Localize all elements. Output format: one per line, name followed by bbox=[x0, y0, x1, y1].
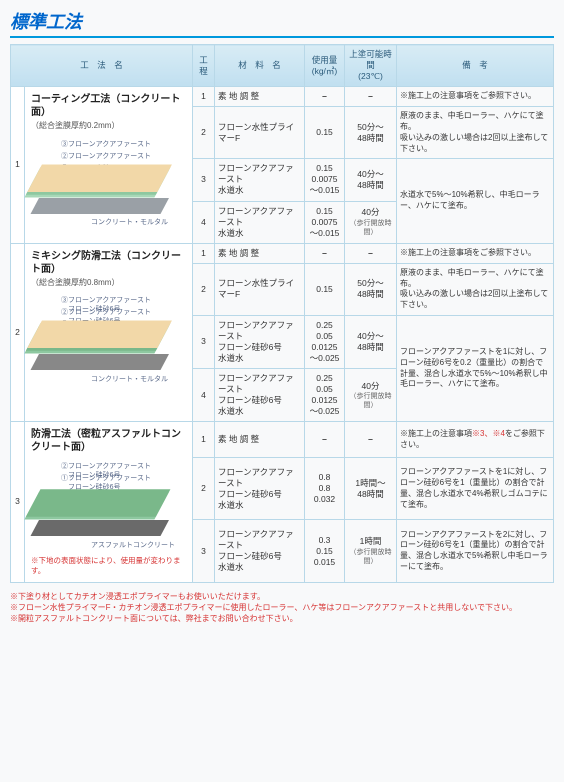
usage-cell: – bbox=[305, 243, 345, 263]
usage-cell: 0.3 0.15 0.015 bbox=[305, 520, 345, 582]
usage-cell: 0.25 0.05 0.0125 ～0.025 bbox=[305, 369, 345, 422]
step-cell: 1 bbox=[193, 87, 215, 107]
usage-cell: – bbox=[305, 422, 345, 458]
time-cell: – bbox=[345, 87, 397, 107]
step-cell: 4 bbox=[193, 201, 215, 243]
remark-cell: フローンアクアファーストを2に対し、フローン硅砂6号を1（重量比）の割合で計量、… bbox=[397, 520, 554, 582]
step-cell: 1 bbox=[193, 422, 215, 458]
time-cell: 1時間～ 48時間 bbox=[345, 458, 397, 520]
time-cell: 40分（歩行開放時間） bbox=[345, 201, 397, 243]
footnotes: ※下塗り材としてカチオン浸透エポプライマーもお使いいただけます。※フローン水性プ… bbox=[10, 591, 554, 625]
table-row: 2ミキシング防滑工法（コンクリート面）（総合塗膜厚約0.8mm）③フローンアクア… bbox=[11, 243, 554, 263]
remark-cell: フローンアクアファーストを1に対し、フローン硅砂6号を1（重量比）の割合で計量、… bbox=[397, 458, 554, 520]
remark-cell: フローンアクアファーストを1に対し、フローン硅砂6号を0.2（重量比）の割合で計… bbox=[397, 315, 554, 421]
remark-cell: 原液のまま、中毛ローラー、ハケにて塗布。 吸い込みの激しい場合は2回以上塗布して… bbox=[397, 263, 554, 315]
usage-cell: 0.15 0.0075 ～0.015 bbox=[305, 201, 345, 243]
material-cell: フローンアクアファースト フローン硅砂6号 水道水 bbox=[215, 369, 305, 422]
th-step: 工程 bbox=[193, 45, 215, 87]
group-number: 2 bbox=[11, 243, 25, 422]
methods-table: 工 法 名 工程 材 料 名 使用量 (kg/㎡) 上塗可能時間 (23℃) 備… bbox=[10, 44, 554, 583]
method-sub: （総合塗膜厚約0.8mm） bbox=[31, 278, 186, 288]
table-row: 1コーティング工法（コンクリート面）（総合塗膜厚約0.2mm）③フローンアクアフ… bbox=[11, 87, 554, 107]
step-cell: 2 bbox=[193, 263, 215, 315]
usage-cell: 0.25 0.05 0.0125 ～0.025 bbox=[305, 315, 345, 368]
method-cell: 防滑工法（密粒アスファルトコンクリート面） ②フローンアクアファースト フローン硅… bbox=[25, 422, 193, 583]
material-cell: フローンアクアファースト 水道水 bbox=[215, 201, 305, 243]
table-row: 3防滑工法（密粒アスファルトコンクリート面）②フローンアクアファースト フローン… bbox=[11, 422, 554, 458]
method-diagram: ③フローンアクアファースト フローン硅砂6号②フローンアクアファースト フローン… bbox=[31, 296, 186, 386]
step-cell: 2 bbox=[193, 458, 215, 520]
usage-cell: 0.15 bbox=[305, 263, 345, 315]
group-number: 3 bbox=[11, 422, 25, 583]
method-cell: ミキシング防滑工法（コンクリート面） （総合塗膜厚約0.8mm） ③フローンアクアフ… bbox=[25, 243, 193, 422]
method-footnote: ※下地の表面状態により、使用量が変わります。 bbox=[31, 556, 186, 576]
method-sub: （総合塗膜厚約0.2mm） bbox=[31, 121, 186, 131]
th-remark: 備 考 bbox=[397, 45, 554, 87]
th-material: 材 料 名 bbox=[215, 45, 305, 87]
remark-cell: 水道水で5%～10%希釈し、中毛ローラー、ハケにて塗布。 bbox=[397, 159, 554, 243]
material-cell: 素 地 調 整 bbox=[215, 87, 305, 107]
step-cell: 3 bbox=[193, 520, 215, 582]
material-cell: フローン水性プライマーF bbox=[215, 107, 305, 159]
page-title: 標準工法 bbox=[10, 8, 554, 38]
material-cell: フローンアクアファースト フローン硅砂6号 水道水 bbox=[215, 520, 305, 582]
remark-cell: ※施工上の注意事項をご参照下さい。 bbox=[397, 243, 554, 263]
time-cell: – bbox=[345, 243, 397, 263]
step-cell: 2 bbox=[193, 107, 215, 159]
usage-cell: 0.8 0.8 0.032 bbox=[305, 458, 345, 520]
step-cell: 3 bbox=[193, 159, 215, 201]
step-cell: 4 bbox=[193, 369, 215, 422]
time-cell: 1時間（歩行開放時間） bbox=[345, 520, 397, 582]
usage-cell: 0.15 0.0075 ～0.015 bbox=[305, 159, 345, 201]
diagram-base-label: コンクリート・モルタル bbox=[89, 218, 170, 227]
footnote-line: ※開粒アスファルトコンクリート面については、弊社までお問い合わせ下さい。 bbox=[10, 613, 554, 624]
time-cell: 50分～ 48時間 bbox=[345, 107, 397, 159]
method-diagram: ②フローンアクアファースト フローン硅砂6号①フローンアクアファースト フローン… bbox=[31, 462, 186, 552]
material-cell: フローン水性プライマーF bbox=[215, 263, 305, 315]
th-time: 上塗可能時間 (23℃) bbox=[345, 45, 397, 87]
time-cell: 50分～ 48時間 bbox=[345, 263, 397, 315]
material-cell: フローンアクアファースト 水道水 bbox=[215, 159, 305, 201]
diagram-base-label: コンクリート・モルタル bbox=[89, 375, 170, 384]
remark-cell: ※施工上の注意事項※3、※4をご参照下さい。 bbox=[397, 422, 554, 458]
table-header-row: 工 法 名 工程 材 料 名 使用量 (kg/㎡) 上塗可能時間 (23℃) 備… bbox=[11, 45, 554, 87]
material-cell: フローンアクアファースト フローン硅砂6号 水道水 bbox=[215, 458, 305, 520]
time-cell: 40分～ 48時間 bbox=[345, 159, 397, 201]
th-method: 工 法 名 bbox=[11, 45, 193, 87]
method-name: 防滑工法（密粒アスファルトコンクリート面） bbox=[31, 428, 186, 454]
th-usage: 使用量 (kg/㎡) bbox=[305, 45, 345, 87]
material-cell: 素 地 調 整 bbox=[215, 422, 305, 458]
usage-cell: – bbox=[305, 87, 345, 107]
method-diagram: ③フローンアクアファースト②フローンアクアファースト①フローン水性 プライマーF… bbox=[31, 140, 186, 230]
footnote-line: ※下塗り材としてカチオン浸透エポプライマーもお使いいただけます。 bbox=[10, 591, 554, 602]
remark-cell: 原液のまま、中毛ローラー、ハケにて塗布。 吸い込みの激しい場合は2回以上塗布して… bbox=[397, 107, 554, 159]
footnote-line: ※フローン水性プライマーF・カチオン浸透エポプライマーに使用したローラー、ハケ等… bbox=[10, 602, 554, 613]
usage-cell: 0.15 bbox=[305, 107, 345, 159]
remark-cell: ※施工上の注意事項をご参照下さい。 bbox=[397, 87, 554, 107]
diagram-base-label: アスファルトコンクリート bbox=[89, 541, 177, 550]
step-cell: 3 bbox=[193, 315, 215, 368]
method-name: コーティング工法（コンクリート面） bbox=[31, 93, 186, 119]
time-cell: 40分～ 48時間 bbox=[345, 315, 397, 368]
method-name: ミキシング防滑工法（コンクリート面） bbox=[31, 250, 186, 276]
diagram-callout: ②フローンアクアファースト bbox=[61, 152, 151, 161]
time-cell: – bbox=[345, 422, 397, 458]
method-cell: コーティング工法（コンクリート面） （総合塗膜厚約0.2mm） ③フローンアクアファ… bbox=[25, 87, 193, 244]
material-cell: 素 地 調 整 bbox=[215, 243, 305, 263]
material-cell: フローンアクアファースト フローン硅砂6号 水道水 bbox=[215, 315, 305, 368]
group-number: 1 bbox=[11, 87, 25, 244]
diagram-callout: ③フローンアクアファースト bbox=[61, 140, 151, 149]
step-cell: 1 bbox=[193, 243, 215, 263]
time-cell: 40分（歩行開放時間） bbox=[345, 369, 397, 422]
